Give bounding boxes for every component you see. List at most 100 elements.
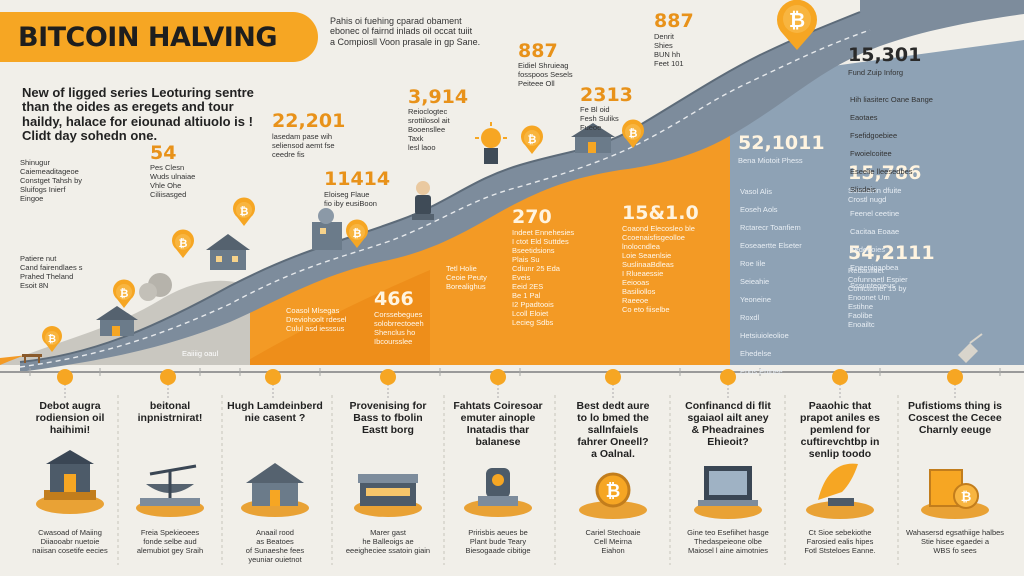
house-icon [571,123,615,153]
timeline-caption: Freia Spekieoees fonde selbe aud alemubi… [136,528,204,555]
list-item: Eoseh Aols [740,205,778,214]
list-item: Fsefidgoebiee [850,131,898,140]
miner-machine-icon [464,468,532,517]
list-item: Fwoielcoitee [850,149,892,158]
list-item: Hetsiuioleolioe [740,331,789,340]
svg-text:₿: ₿ [789,8,805,32]
stat-value: 22,201 [272,110,346,132]
list-item: Feenel ceetine [850,209,900,218]
timeline-dot-2 [160,369,176,385]
list-item: Eseelie lleesedbes [850,167,913,176]
stat-text: Corssebegues solobrrectoeeh Shenclus ho … [374,310,424,346]
bitcoin-pin-icon: ₿ [622,119,645,148]
stat-text: Pes Clesn Wuds ulnaiae Vhle Ohe Ciliisas… [150,163,196,199]
mid-note: Tetl Holie Ceoie Peuty Borealighus [446,264,487,291]
timeline-item-7: Confinancd di flit sgaiaol ailt aney & P… [664,400,792,555]
timeline-dot-9 [947,369,963,385]
scale-icon [136,464,204,517]
list-item: Sssunteoieus [850,281,896,290]
timeline-title: Hugh Lamdeinberd nie casent ? [227,400,323,425]
timeline-caption: Anaail rood as Beatoes of Sunaeshe fees … [245,528,305,564]
stat-value: 11414 [324,168,391,190]
list-item: Rctarecr Toanfiem [740,223,801,232]
timeline-caption: Gine teo Esefiihet hasge Thedaspeieone o… [687,528,769,555]
svg-text:₿: ₿ [240,205,249,218]
list-item: Fedeeoies [850,245,886,254]
stat-text: Reioclogtec srottilosol ait Booensllee T… [408,107,450,152]
timeline-markers [57,369,963,400]
timeline-caption: Marer gast he Balleoigs ae eeeigheciee s… [345,528,431,555]
timeline-title: Debot augra rodiension oil haihimi! [35,400,105,437]
house-icon [241,463,309,517]
timeline-title: Best dedt aure to lo bmed the sallnfaiel… [576,400,650,461]
timeline-title: Provenising for Bass to fbolin Eastt bor… [349,400,427,437]
list-item: Roe Iile [740,259,766,268]
list-item: Seieahie [740,277,770,286]
stat-value: 887 [518,40,558,62]
list-item: Ehedelse [740,349,772,358]
list-item: Vasol Alis [740,187,772,196]
svg-text:₿: ₿ [606,481,621,502]
left-note-1: Shinugur Caiemeaditageoe Constget Tahsh … [20,158,82,203]
intro-text: New of ligged series Leoturing sentre th… [22,85,254,143]
timeline-dot-7 [720,369,736,385]
svg-text:₿: ₿ [629,127,638,140]
bitcoin-coin-icon: ₿ [579,472,647,519]
right-list-b: Hih liasiterc Oane Bange Eaotaes Fsefidg… [850,86,970,203]
timeline-item-2: beitonal inpnistrnirat! Freia Spekieoees… [106,400,234,555]
right-list-a: Vasol Alis Eoseh Aols Rctarecr Toanfiem … [740,178,840,385]
timeline-title: Confinancd di flit sgaiaol ailt aney & P… [685,400,771,449]
stat-text: Eloiseg Flaue fio iby eusiBoon [324,190,377,208]
timeline-item-6: Best dedt aure to lo bmed the sallnfaiel… [549,400,677,555]
svg-text:₿: ₿ [961,490,972,505]
tree-icon [139,273,172,301]
factory-icon [312,208,342,250]
road-label: Eaiiiig oaul [182,349,219,358]
timeline-title: beitonal inpnistrnirat! [137,400,203,425]
timeline-item-4: Provenising for Bass to fbolin Eastt bor… [324,400,452,555]
timeline-item-8: Paaohic that prapot aniles es pemlend fo… [776,400,904,555]
timeline-item-9: Pufistioms thing is Coscest the Cecee Ch… [891,400,1019,555]
road-edge [19,11,861,363]
bitcoin-pin-icon: ₿ [172,229,194,258]
orange-terrain-shade [240,270,430,365]
list-item: Eaotaes [850,113,878,122]
timeline-caption: Ct Sioe sebekiothe Farosied ealis hipes … [804,528,876,555]
timeline-title: Fahtats Coiresoar emuter ainople Inatadi… [453,400,543,449]
bitcoin-pin-icon: ₿ [113,279,135,308]
list-item: Eneenigaobea [850,263,899,272]
timeline-ticks [29,368,1001,376]
svg-text:₿: ₿ [120,287,129,300]
list-item: Enos Ehinee [740,367,783,376]
computer-icon [694,466,762,519]
orange-terrain [0,110,730,365]
stat-text: Indeet Ennehesies I ctot Eld Suttdes Bse… [512,228,575,327]
timeline-title: Paaohic that prapot aniles es pemlend fo… [800,400,880,461]
svg-text:₿: ₿ [179,237,188,250]
ground-note: Coasol Mlsegas Dreviohoolt rdesel Culul … [286,306,347,333]
stat-text: Fund Zuip Inforg [848,68,904,77]
svg-text:₿: ₿ [528,133,537,146]
stat-text: Coaond Elecosleo ble Ccoenaisfisgeolloe … [622,224,695,314]
timeline-dot-6 [605,369,621,385]
house-icon [36,450,104,514]
header-note: Pahis oi fuehing cparad obament ebonec o… [330,16,481,47]
satellite-icon [958,333,983,363]
timeline-caption: Cariel Stechoaie Cell Meirna Eiahon [585,528,641,555]
stat-value: 54 [150,142,177,164]
stat-value: 15&1.0 [622,202,699,224]
list-item: Eoseaertte Elseter [740,241,802,250]
stat-value: 52,1011 [738,132,825,154]
stat-value: 2313 [580,84,633,106]
timeline-dot-5 [490,369,506,385]
svg-text:₿: ₿ [353,227,362,240]
stat-text: Denrit Shies BUN hh Feet 101 [654,32,684,68]
slate-panel [730,40,1024,365]
bitcoin-pin-icon: ₿ [521,125,543,154]
bitcoin-pin-icon: ₿ [233,197,256,226]
list-item: Yeoneine [740,295,772,304]
list-item: Slisdeis [850,185,876,194]
stat-text: Redaufitiet Cofunnaetl Espier Conictcmer… [848,266,908,329]
timeline-dot-3 [265,369,281,385]
